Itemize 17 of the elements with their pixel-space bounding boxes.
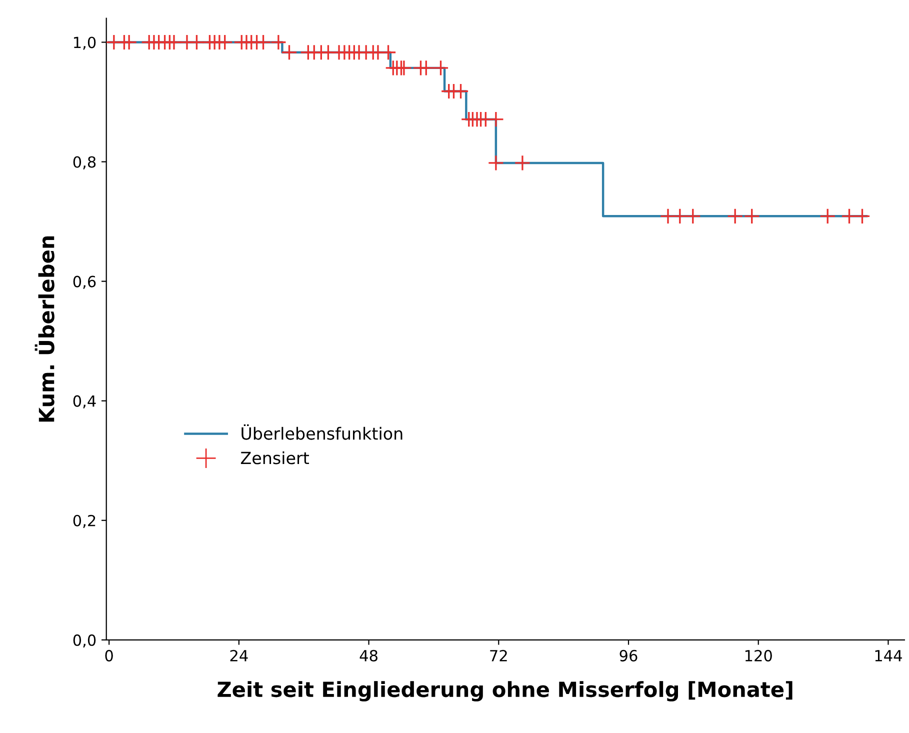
y-tick-label: 0,2 — [73, 514, 96, 528]
y-tick-label: 0,8 — [73, 156, 96, 170]
legend-label: Zensiert — [240, 451, 309, 464]
x-tick-label: 48 — [360, 650, 378, 662]
x-tick-label: 0 — [105, 650, 113, 662]
y-tick-label: 0,6 — [73, 276, 96, 289]
y-tick-label: 1,0 — [74, 36, 96, 50]
y-tick-label: 0,4 — [73, 395, 96, 408]
x-tick-label: 72 — [490, 650, 507, 662]
legend-label: Überlebensfunktion — [242, 424, 402, 440]
x-tick-label: 24 — [230, 650, 248, 662]
x-tick-label: 96 — [620, 650, 638, 662]
x-tick-label: 144 — [875, 650, 902, 662]
x-tick-label: 120 — [745, 650, 772, 662]
x-axis-title: Zeit seit Eingliederung ohne Misserfolg [Monate] — [218, 681, 792, 702]
y-tick-label: 0,0 — [73, 634, 96, 648]
y-axis-title: Kum. Überleben — [34, 236, 54, 422]
